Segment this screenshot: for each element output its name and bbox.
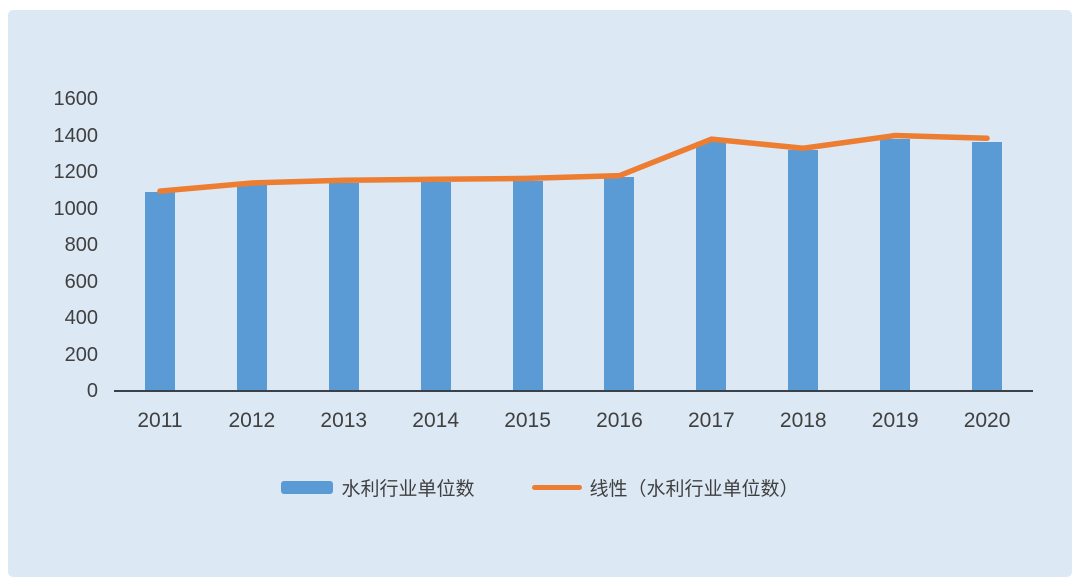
bar-2018 xyxy=(788,150,819,391)
x-tick-label-2019: 2019 xyxy=(871,409,919,432)
x-tick-label-2017: 2017 xyxy=(687,409,735,432)
bar-2011 xyxy=(144,192,175,391)
bar-2013 xyxy=(328,182,359,391)
y-tick-label: 400 xyxy=(64,307,98,329)
bar-2012 xyxy=(236,184,267,391)
bar-series-label: 水利行业单位数 xyxy=(341,478,475,500)
y-tick-label: 1600 xyxy=(53,88,99,110)
bar-2015 xyxy=(512,181,543,391)
bar-2017 xyxy=(696,141,727,391)
bar-2014 xyxy=(420,182,451,391)
x-tick-label-2018: 2018 xyxy=(779,409,827,432)
bar-2016 xyxy=(604,177,635,391)
y-tick-label: 1000 xyxy=(53,197,99,220)
x-tick-label-2013: 2013 xyxy=(320,409,368,432)
trendline-series-label: 线性（水利行业单位数） xyxy=(589,478,799,500)
x-axis-line xyxy=(114,390,1033,392)
y-tick-label: 800 xyxy=(64,234,98,256)
x-tick-label-2020: 2020 xyxy=(963,409,1011,432)
legend-item-bar-series: 水利行业单位数 xyxy=(281,474,475,501)
bar-series-swatch xyxy=(281,480,334,494)
y-tick-label: 0 xyxy=(86,380,98,402)
bar-2019 xyxy=(880,139,911,391)
y-tick-label: 200 xyxy=(64,343,98,366)
trendline-series-swatch xyxy=(531,484,582,490)
x-tick-label-2016: 2016 xyxy=(596,409,643,432)
x-tick-label-2015: 2015 xyxy=(504,409,551,432)
x-tick-label-2012: 2012 xyxy=(228,409,276,432)
y-tick-label: 1200 xyxy=(53,161,99,183)
legend-item-trendline-series: 线性（水利行业单位数） xyxy=(531,474,799,501)
x-tick-label-2014: 2014 xyxy=(412,409,459,432)
bar-2020 xyxy=(972,141,1003,391)
x-tick-label-2011: 2011 xyxy=(137,409,183,432)
y-tick-label: 1400 xyxy=(53,124,99,147)
legend: 水利行业单位数 线性（水利行业单位数） xyxy=(0,473,1080,501)
y-tick-label: 600 xyxy=(64,270,98,293)
